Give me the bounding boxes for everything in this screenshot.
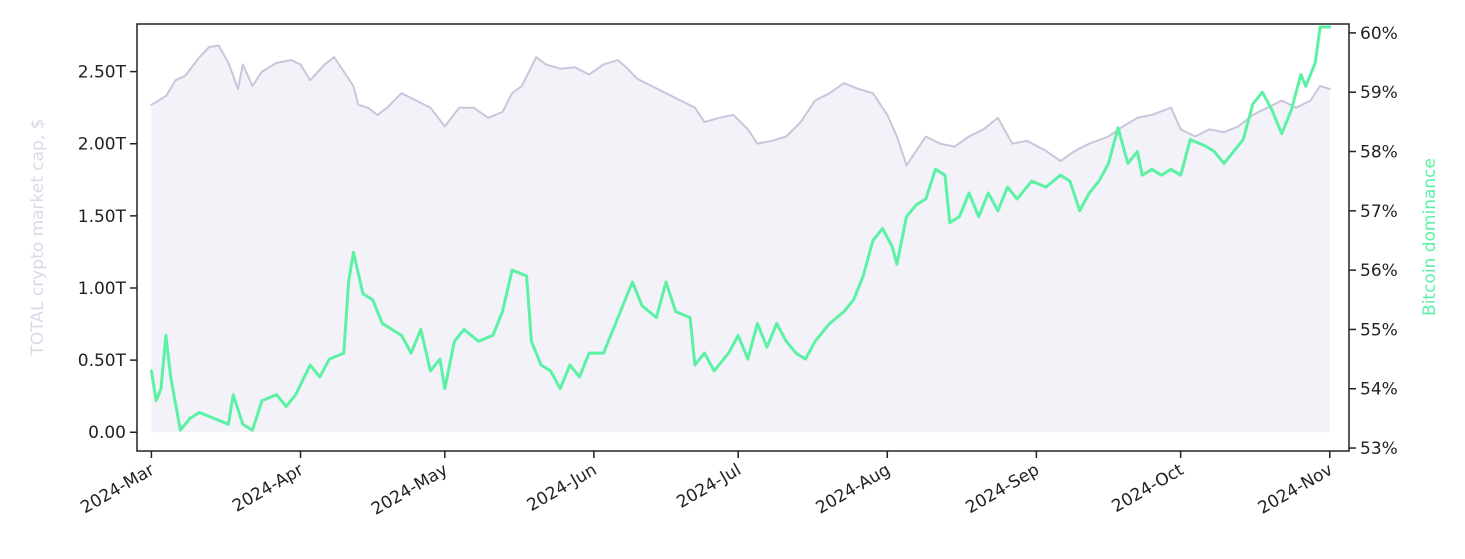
x-axis-ticks: 2024-Mar 2024-Apr 2024-May 2024-Jun 2024-Jul… bbox=[77, 451, 1336, 520]
x-tick-label: 2024-Jul bbox=[673, 460, 744, 513]
right-axis-title: Bitcoin dominance bbox=[1420, 158, 1440, 316]
series-layer bbox=[149, 25, 1332, 433]
left-tick-label: 1.00T bbox=[78, 279, 127, 299]
x-tick-label: 2024-Jun bbox=[524, 460, 601, 516]
left-axis-ticks: 0.00 0.50T 1.00T 1.50T 2.00T 2.50T bbox=[78, 63, 137, 443]
left-tick-label: 0.50T bbox=[78, 351, 127, 371]
right-tick-label: 53% bbox=[1360, 439, 1398, 459]
right-tick-label: 56% bbox=[1360, 261, 1398, 281]
plot-frame bbox=[136, 23, 1350, 452]
left-tick-label: 0.00 bbox=[88, 423, 126, 443]
x-tick-label: 2024-Nov bbox=[1255, 460, 1337, 519]
right-tick-label: 60% bbox=[1360, 24, 1398, 44]
right-axis-ticks: 53% 54% 55% 56% 57% 58% 59% 60% bbox=[1349, 24, 1398, 459]
x-tick-label: 2024-Apr bbox=[229, 460, 307, 517]
left-axis-title: TOTAL crypto market cap, $ bbox=[28, 119, 48, 357]
x-tick-label: 2024-Mar bbox=[77, 460, 158, 518]
right-tick-label: 57% bbox=[1360, 202, 1398, 222]
right-tick-label: 54% bbox=[1360, 380, 1398, 400]
left-tick-label: 2.00T bbox=[78, 135, 127, 155]
right-tick-label: 59% bbox=[1360, 83, 1398, 103]
right-tick-label: 55% bbox=[1360, 320, 1398, 340]
series-0-area-fill bbox=[151, 45, 1330, 433]
series-1-line bbox=[149, 25, 1332, 432]
x-tick-label: 2024-May bbox=[368, 460, 451, 520]
x-tick-label: 2024-Oct bbox=[1109, 460, 1188, 517]
x-tick-label: 2024-Aug bbox=[813, 460, 894, 518]
right-tick-label: 58% bbox=[1360, 143, 1398, 163]
left-tick-label: 1.50T bbox=[78, 207, 127, 227]
left-tick-label: 2.50T bbox=[78, 63, 127, 83]
x-tick-label: 2024-Sep bbox=[962, 460, 1043, 518]
